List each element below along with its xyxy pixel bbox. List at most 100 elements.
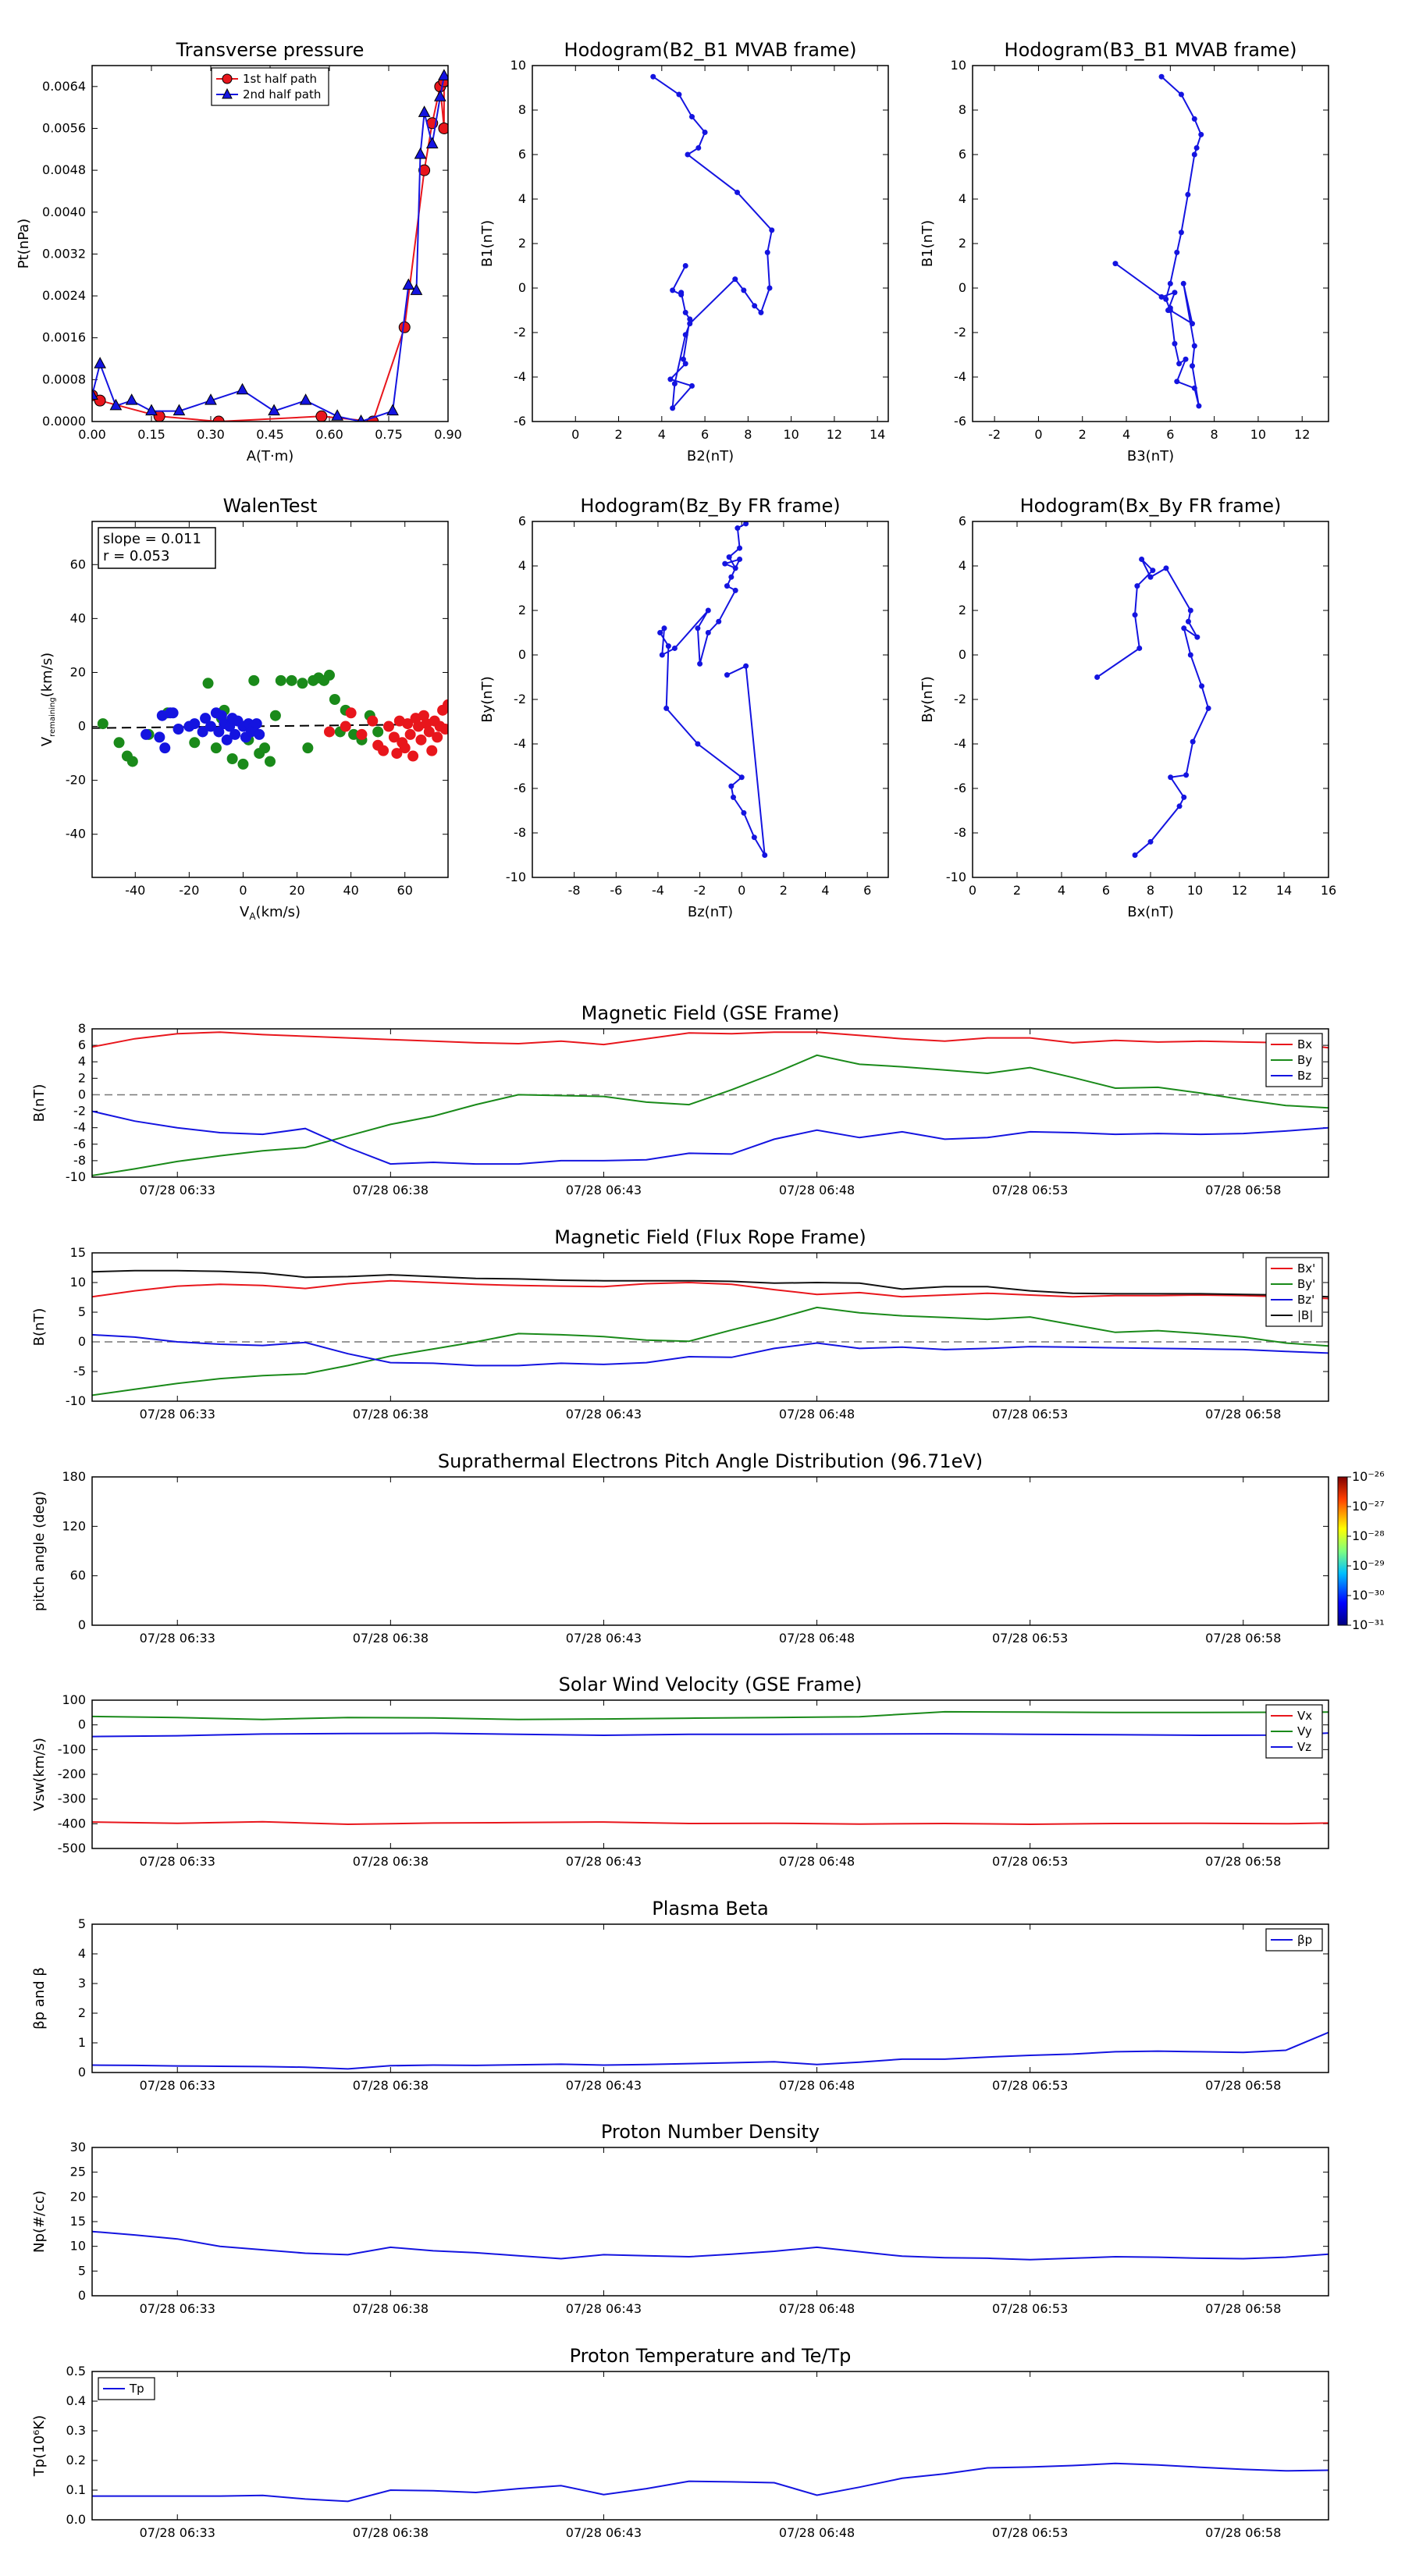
y-tick-label: 8 <box>518 102 526 117</box>
data-point <box>414 147 427 159</box>
y-tick-label: 0.0040 <box>42 205 86 219</box>
x-tick-label: 07/28 06:53 <box>992 2301 1068 2316</box>
data-point <box>1134 583 1140 589</box>
axes-frame <box>532 521 889 878</box>
colorbar-label: 10⁻³⁰ <box>1352 1588 1385 1603</box>
data-point <box>1196 403 1202 409</box>
data-point <box>297 678 308 689</box>
y-tick-label: 15 <box>70 2214 86 2229</box>
y-tick-label: 6 <box>518 147 526 162</box>
data-point <box>705 607 711 614</box>
x-tick-label: 07/28 06:48 <box>779 1183 855 1197</box>
colorbar-label: 10⁻²⁸ <box>1352 1528 1385 1543</box>
data-point <box>741 809 747 816</box>
data-point <box>671 381 678 387</box>
data-point <box>737 545 743 551</box>
legend-marker <box>222 87 233 99</box>
y-tick-label: 0.0024 <box>42 288 86 303</box>
chart-hodogram-bz-by: Hodogram(Bz_By FR frame) -8 -6 -4 -2 0 2 4 6 -10 -… <box>479 495 889 920</box>
data-point <box>399 742 411 754</box>
x-tick-label: 07/28 06:53 <box>992 1854 1068 1869</box>
data-point <box>1132 852 1138 858</box>
x-tick-label: 07/28 06:33 <box>140 1854 215 1869</box>
y-axis-label: Vsw(km/s) <box>31 1738 48 1811</box>
data-point <box>689 114 695 120</box>
data-point <box>221 734 233 745</box>
x-tick-label: 8 <box>1211 427 1218 442</box>
x-tick-label: 07/28 06:53 <box>992 1631 1068 1646</box>
chart-title: Hodogram(Bz_By FR frame) <box>580 495 840 517</box>
y-tick-label: -500 <box>58 1841 86 1856</box>
axes-frame <box>91 65 449 422</box>
axes-frame <box>91 2371 1329 2521</box>
y-tick-label: 100 <box>62 1692 86 1707</box>
data-point <box>407 750 419 762</box>
data-point <box>682 309 688 315</box>
data-point <box>269 710 281 721</box>
x-tick-label: 07/28 06:58 <box>1205 1854 1281 1869</box>
plot-area <box>1112 73 1204 409</box>
series-line-Bx' <box>92 1279 1329 1300</box>
data-point <box>741 287 747 294</box>
series-line-0 <box>1115 76 1202 407</box>
data-point <box>726 554 732 560</box>
y-tick-label: 4 <box>78 1054 86 1069</box>
data-point <box>251 718 262 730</box>
y-tick-label: -40 <box>66 827 86 841</box>
y-tick-label: 60 <box>70 557 86 571</box>
y-tick-label: -10 <box>506 870 526 884</box>
x-tick-label: 8 <box>1147 883 1154 898</box>
y-tick-label: -10 <box>946 870 966 884</box>
colorbar-label: 10⁻²⁹ <box>1352 1558 1385 1573</box>
data-point <box>189 718 201 730</box>
y-tick-label: 2 <box>959 236 966 251</box>
y-axis-label: By(nT) <box>919 676 936 722</box>
chart-mag-gse: Magnetic Field (GSE Frame) 07/28 06:33 07/… <box>31 1002 1329 1197</box>
data-point <box>1172 340 1178 347</box>
y-tick-label: 0.0056 <box>42 120 86 135</box>
y-tick-label: 120 <box>62 1518 86 1533</box>
y-tick-label: 0.0064 <box>42 79 86 94</box>
legend-label: Bz' <box>1297 1293 1314 1307</box>
y-tick-label: -2 <box>954 325 966 340</box>
x-tick-label: 07/28 06:38 <box>353 1183 429 1197</box>
data-point <box>324 669 335 681</box>
x-tick-label: 07/28 06:48 <box>779 1631 855 1646</box>
x-tick-label: 07/28 06:38 <box>353 2301 429 2316</box>
data-point <box>1158 294 1165 300</box>
data-point <box>357 414 365 422</box>
y-axis-label: Tp(10⁶K) <box>31 2415 48 2477</box>
series-line-0 <box>659 522 766 856</box>
x-tick-label: 07/28 06:38 <box>353 1407 429 1421</box>
y-tick-label: 0.5 <box>66 2364 86 2379</box>
data-point <box>173 724 184 735</box>
data-point <box>1183 772 1190 778</box>
data-point <box>200 713 212 724</box>
data-point <box>388 731 400 743</box>
axes-frame <box>91 1476 1329 1626</box>
data-point <box>1185 618 1191 624</box>
x-tick-label: 20 <box>289 883 304 898</box>
chart-solar-wind: Solar Wind Velocity (GSE Frame) 07/28 06:… <box>31 1674 1329 1869</box>
data-point <box>329 694 340 705</box>
chart-hodogram-b3-b1: Hodogram(B3_B1 MVAB frame) -2 0 2 4 6 8 10 12 -6 -… <box>919 39 1329 464</box>
x-tick-label: 07/28 06:38 <box>353 1854 429 1869</box>
chart-title: Transverse pressure <box>176 39 365 61</box>
chart-transverse-pressure: Transverse pressure 0.00 0.15 0.30 0.45 0.60 0… <box>16 39 462 464</box>
y-tick-label: 6 <box>518 514 526 528</box>
data-point <box>680 356 686 362</box>
series-line-0 <box>1097 558 1210 856</box>
x-axis-label: Bz(nT) <box>688 904 733 920</box>
data-point <box>378 745 389 756</box>
data-point <box>1189 321 1195 327</box>
data-point <box>268 404 280 416</box>
data-point <box>1150 568 1156 574</box>
data-point <box>665 643 671 649</box>
chart-hodogram-bx-by: Hodogram(Bx_By FR frame) 0 2 4 6 8 10 12 14 16 -10… <box>919 495 1336 920</box>
chart-title: Suprathermal Electrons Pitch Angle Distr… <box>438 1450 983 1472</box>
y-tick-label: 5 <box>78 1916 86 1931</box>
y-tick-label: 0 <box>959 280 966 295</box>
data-point <box>418 105 431 117</box>
x-tick-label: 07/28 06:38 <box>353 2078 429 2093</box>
x-tick-label: 07/28 06:38 <box>353 2525 429 2540</box>
